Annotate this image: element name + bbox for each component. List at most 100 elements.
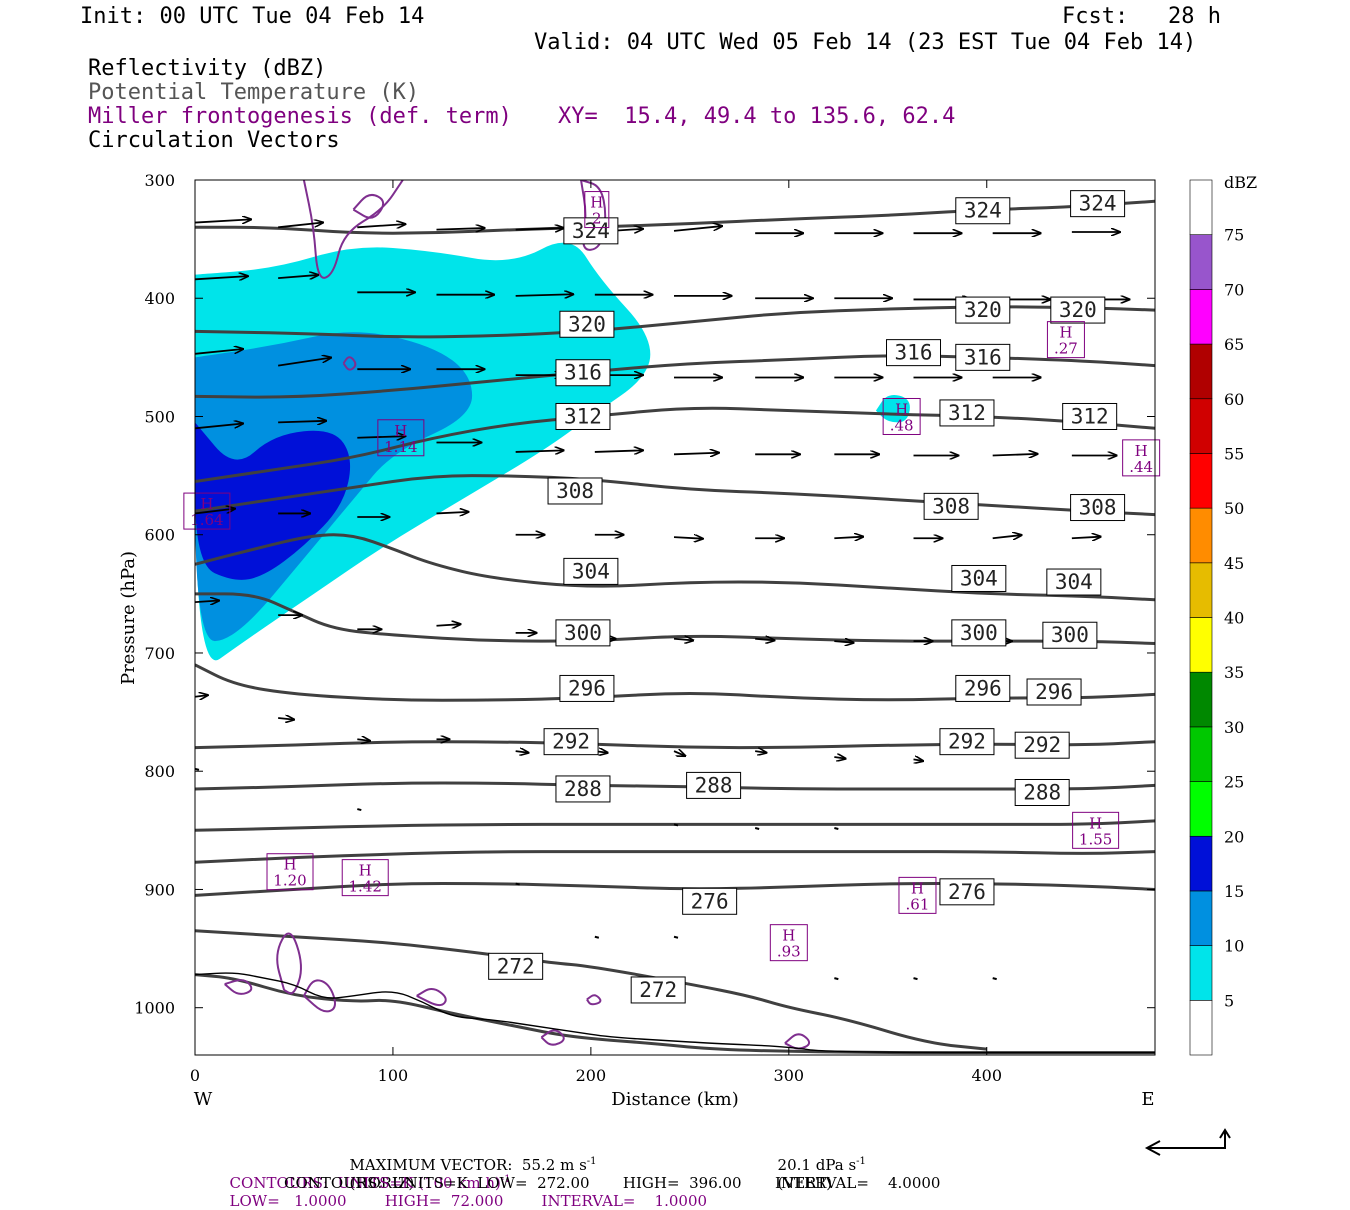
reflectivity-region-15dbz [195,422,351,580]
y-tick-label: 600 [144,526,175,545]
frontogenesis-max-box [769,924,808,962]
theta-contour-line [195,819,1155,832]
theta-label-box [955,343,1011,371]
circulation-vector [913,759,924,761]
frontogenesis-max-marker: H.93 [769,924,808,962]
x-tick-label: 400 [971,1066,1002,1085]
theta-label-box [1014,779,1070,806]
y-tick-label: 500 [144,407,175,426]
theta-label-box [1070,494,1126,522]
theta-label-box [1046,568,1102,596]
colorbar-swatch [1189,343,1213,400]
circulation-vector [673,935,679,939]
theta-label-box [1026,678,1082,706]
frontogenesis-max-marker: H2 [584,191,610,229]
frontogenesis-contour [352,193,385,219]
max-vector-horiz-tag: (HORIZ) [349,1174,415,1192]
frontogenesis-max-value: 2 [592,210,602,228]
circulation-vector [755,751,766,753]
circulation-vector [195,767,200,771]
max-vector-horiz-value: MAXIMUM VECTOR: 55.2 m s [349,1156,587,1174]
frontogenesis-contour [342,356,357,371]
frontogenesis-max-letter: H [911,879,924,897]
theta-contour-line [195,929,987,1051]
circulation-vector [515,294,574,296]
theta-label-box [923,492,979,520]
theta-label-box [951,564,1007,592]
theta-contour-line [195,740,1155,750]
circulation-vector [195,219,251,222]
y-tick-label: 800 [144,762,175,781]
circulation-vector [195,601,219,603]
theta-label: 304 [572,559,610,583]
theta-label-box [682,887,738,915]
terrain-surface-line [195,972,1155,1054]
theta-label: 320 [964,298,1002,322]
field-theta-title: Potential Temperature (K) [88,80,420,105]
frontogenesis-max-marker: H1.20 [266,853,314,891]
circulation-vector [195,424,243,430]
frontogenesis-max-marker: H.27 [1046,321,1085,359]
theta-contour-line [195,663,1155,702]
theta-label: 300 [564,621,602,645]
frontogenesis-max-letter: H [895,400,908,418]
colorbar-unit-label: dBZ [1224,173,1257,192]
circulation-vector [673,823,679,827]
theta-label-box [1050,296,1106,324]
circulation-vector [436,624,460,626]
theta-contour-line [195,850,1155,864]
circulation-vector [277,358,331,367]
theta-label: 308 [932,494,970,518]
theta-label: 304 [1055,570,1093,594]
theta-label: 272 [497,954,535,978]
colorbar-swatch [1189,289,1213,345]
field-frontogenesis-title: Miller frontogenesis (def. term) [88,104,512,129]
x-axis-label: Distance (km) [611,1089,738,1110]
frontogenesis-contour [303,979,337,1013]
theta-label-box [939,399,995,427]
frontogenesis-max-letter: H [200,495,213,513]
theta-label-box [955,197,1011,225]
frontogenesis-units-exponent: -1 [500,1174,511,1185]
circulation-vector [278,222,323,229]
colorbar-swatch [1189,507,1213,564]
theta-label-box [1014,731,1070,759]
axes: 0 100 200 300 400 300 400 500 600 700 800 900 1000 [134,171,1155,1085]
frontogenesis-max-marker: H1.55 [1072,811,1120,849]
theta-label: 324 [964,199,1002,223]
theta-label: 296 [568,676,606,700]
y-tick-label: 900 [144,880,175,899]
colorbar-swatch [1189,671,1213,728]
theta-label: 324 [1079,192,1117,216]
x-tick-label: 200 [576,1066,607,1085]
theta-label: 308 [1079,496,1117,520]
frontogenesis-max-value: .44 [1129,458,1153,476]
forecast-hour: Fcst: 28 h [1062,4,1221,29]
circulation-vector [515,450,564,452]
theta-label: 312 [948,401,986,425]
circulation-vector [436,228,484,230]
frontogenesis-max-value: 1.64 [190,511,223,529]
frontogenesis-max-letter: H [1059,324,1072,342]
theta-label: 324 [572,219,610,243]
circulation-vector [195,695,208,697]
frontogenesis-max-box [1046,321,1085,359]
y-tick-label: 700 [144,644,175,663]
colorbar-tick-label: 15 [1224,882,1244,901]
colorbar-swatch [1189,890,1213,946]
frontogenesis-max-letter: H [782,927,795,945]
theta-label: 312 [564,404,602,428]
frontogenesis-max-marker: H.61 [898,876,937,914]
terrain-line [195,972,1155,1054]
theta-label: 320 [568,312,606,336]
x-tick-label: 100 [378,1066,409,1085]
colorbar-tick-label: 40 [1224,609,1244,628]
theta-label-box [951,619,1007,647]
circulation-vector [278,421,326,423]
theta-label: 292 [552,730,590,754]
colorbar-swatch [1189,398,1213,454]
frontogenesis-max-value: .93 [777,943,801,961]
circulation-vector [913,977,918,981]
cross-section-endpoints: XY= 15.4, 49.4 to 135.6, 62.4 [558,104,956,129]
